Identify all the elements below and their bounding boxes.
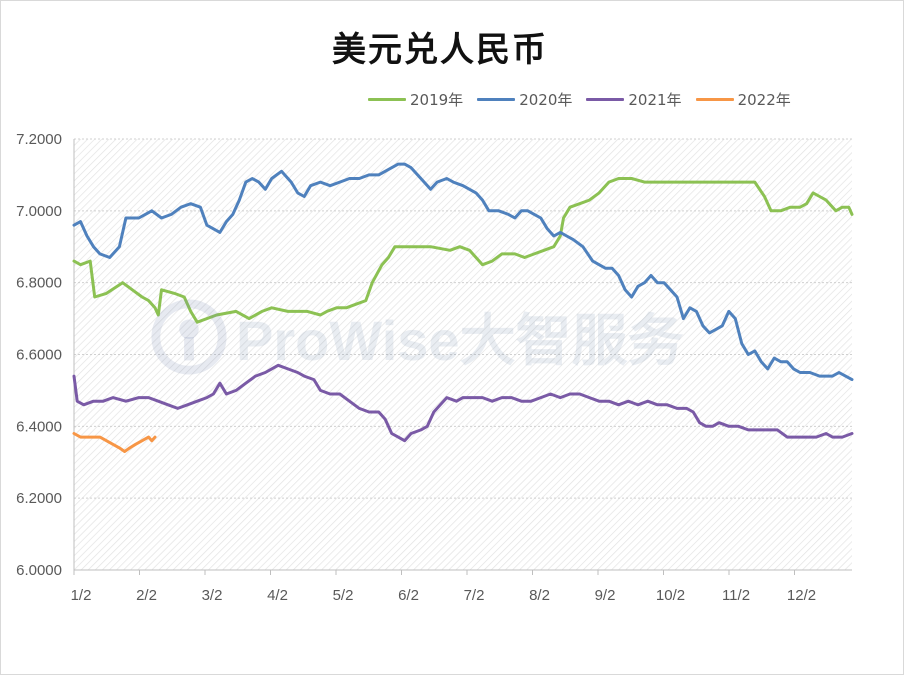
series-line-2022 <box>72 432 157 453</box>
x-tick-label: 2/2 <box>136 587 157 604</box>
x-tick-label: 6/2 <box>398 587 419 604</box>
x-tick-label: 4/2 <box>267 587 288 604</box>
x-axis: 1/2 2/2 3/2 4/2 5/2 6/2 7/2 8/2 9/2 10/2 11/2 12/2 <box>71 570 816 604</box>
y-tick-label: 6.0000 <box>16 562 62 579</box>
legend-swatch-2022 <box>695 97 734 101</box>
x-tick-label: 8/2 <box>529 587 550 604</box>
legend-item-2021: 2021年 <box>586 89 682 110</box>
y-tick-label: 6.4000 <box>16 418 62 435</box>
series-lines <box>72 162 854 453</box>
legend-swatch-2019 <box>368 97 406 101</box>
x-tick-label: 9/2 <box>595 587 616 604</box>
y-tick-label: 6.2000 <box>16 490 62 507</box>
legend-label-2019: 2019年 <box>410 90 464 109</box>
x-tick-label: 10/2 <box>656 587 685 604</box>
x-tick-label: 1/2 <box>71 587 92 604</box>
legend-label-2022: 2022年 <box>737 90 791 109</box>
x-tick-label: 5/2 <box>333 587 354 604</box>
y-tick-label: 7.2000 <box>16 131 62 148</box>
y-tick-label: 7.0000 <box>16 203 62 220</box>
gridlines <box>74 138 852 571</box>
series-line-2019 <box>72 177 854 324</box>
series-line-2020 <box>72 162 854 382</box>
series-line-2021 <box>72 363 854 443</box>
x-tick-label: 3/2 <box>202 587 223 604</box>
legend-swatch-2020 <box>477 97 516 101</box>
legend-item-2020: 2020年 <box>477 89 572 110</box>
y-axis: 6.0000 6.2000 6.4000 6.6000 6.8000 7.0000 7.20… <box>16 131 852 579</box>
legend-item-2019: 2019年 <box>368 89 463 110</box>
legend-swatch-2021 <box>586 97 625 101</box>
x-tick-label: 11/2 <box>722 587 750 604</box>
legend-item-2022: 2022年 <box>695 89 791 110</box>
legend-label-2021: 2021年 <box>628 90 682 109</box>
y-tick-label: 6.8000 <box>16 275 62 292</box>
x-tick-label: 12/2 <box>787 587 816 604</box>
x-tick-label: 7/2 <box>464 587 485 604</box>
chart-title: 美元兑人民币 <box>332 30 548 70</box>
legend-label-2020: 2020年 <box>519 90 573 109</box>
y-tick-label: 6.6000 <box>16 347 62 364</box>
chart-legend: 2019年 2020年 2021年 2022年 <box>368 88 805 110</box>
